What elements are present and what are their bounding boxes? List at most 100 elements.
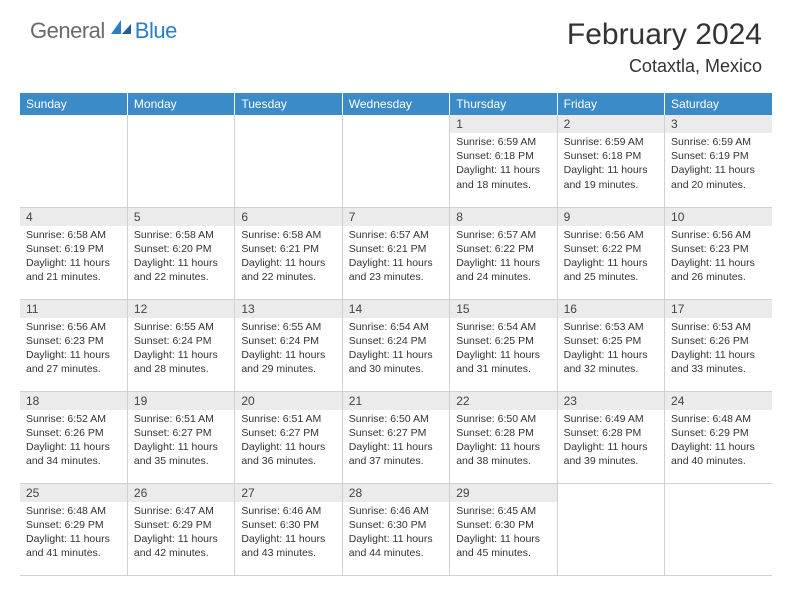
day-number: 16 — [558, 300, 664, 318]
calendar-day-cell: 1Sunrise: 6:59 AMSunset: 6:18 PMDaylight… — [450, 115, 557, 207]
weekday-header: Friday — [557, 93, 664, 115]
day-number: 8 — [450, 208, 556, 226]
calendar-day-cell: 23Sunrise: 6:49 AMSunset: 6:28 PMDayligh… — [557, 391, 664, 483]
daylight-text: Daylight: 11 hours and 20 minutes. — [671, 163, 766, 191]
day-number: 22 — [450, 392, 556, 410]
calendar-day-cell: 18Sunrise: 6:52 AMSunset: 6:26 PMDayligh… — [20, 391, 127, 483]
daylight-text: Daylight: 11 hours and 18 minutes. — [456, 163, 550, 191]
calendar-day-cell: 5Sunrise: 6:58 AMSunset: 6:20 PMDaylight… — [127, 207, 234, 299]
day-details: Sunrise: 6:49 AMSunset: 6:28 PMDaylight:… — [558, 410, 664, 471]
sunrise-text: Sunrise: 6:56 AM — [671, 228, 766, 242]
daylight-text: Daylight: 11 hours and 26 minutes. — [671, 256, 766, 284]
sunrise-text: Sunrise: 6:59 AM — [671, 135, 766, 149]
brand-general: General — [30, 18, 105, 44]
day-details: Sunrise: 6:54 AMSunset: 6:25 PMDaylight:… — [450, 318, 556, 379]
daylight-text: Daylight: 11 hours and 36 minutes. — [241, 440, 335, 468]
day-details: Sunrise: 6:56 AMSunset: 6:23 PMDaylight:… — [665, 226, 772, 287]
sunset-text: Sunset: 6:28 PM — [564, 426, 658, 440]
weekday-header-row: Sunday Monday Tuesday Wednesday Thursday… — [20, 93, 772, 115]
sunrise-text: Sunrise: 6:50 AM — [456, 412, 550, 426]
calendar-day-cell: 2Sunrise: 6:59 AMSunset: 6:18 PMDaylight… — [557, 115, 664, 207]
location-label: Cotaxtla, Mexico — [567, 56, 762, 77]
calendar-day-cell: 10Sunrise: 6:56 AMSunset: 6:23 PMDayligh… — [665, 207, 772, 299]
calendar-day-cell: 14Sunrise: 6:54 AMSunset: 6:24 PMDayligh… — [342, 299, 449, 391]
day-number: 14 — [343, 300, 449, 318]
day-details: Sunrise: 6:53 AMSunset: 6:26 PMDaylight:… — [665, 318, 772, 379]
calendar-day-cell: 27Sunrise: 6:46 AMSunset: 6:30 PMDayligh… — [235, 483, 342, 575]
day-details: Sunrise: 6:59 AMSunset: 6:19 PMDaylight:… — [665, 133, 772, 194]
day-details: Sunrise: 6:48 AMSunset: 6:29 PMDaylight:… — [20, 502, 127, 563]
day-details: Sunrise: 6:59 AMSunset: 6:18 PMDaylight:… — [558, 133, 664, 194]
calendar-day-cell: 29Sunrise: 6:45 AMSunset: 6:30 PMDayligh… — [450, 483, 557, 575]
day-details: Sunrise: 6:51 AMSunset: 6:27 PMDaylight:… — [235, 410, 341, 471]
sunset-text: Sunset: 6:23 PM — [671, 242, 766, 256]
sunset-text: Sunset: 6:18 PM — [456, 149, 550, 163]
sunrise-text: Sunrise: 6:51 AM — [134, 412, 228, 426]
weekday-header: Sunday — [20, 93, 127, 115]
day-number: 10 — [665, 208, 772, 226]
sunrise-text: Sunrise: 6:57 AM — [349, 228, 443, 242]
day-number: 2 — [558, 115, 664, 133]
calendar-day-cell — [127, 115, 234, 207]
day-details: Sunrise: 6:47 AMSunset: 6:29 PMDaylight:… — [128, 502, 234, 563]
sunset-text: Sunset: 6:29 PM — [134, 518, 228, 532]
daylight-text: Daylight: 11 hours and 38 minutes. — [456, 440, 550, 468]
calendar-day-cell: 8Sunrise: 6:57 AMSunset: 6:22 PMDaylight… — [450, 207, 557, 299]
calendar-day-cell: 15Sunrise: 6:54 AMSunset: 6:25 PMDayligh… — [450, 299, 557, 391]
daylight-text: Daylight: 11 hours and 21 minutes. — [26, 256, 121, 284]
sunset-text: Sunset: 6:24 PM — [349, 334, 443, 348]
sunrise-text: Sunrise: 6:56 AM — [564, 228, 658, 242]
sunset-text: Sunset: 6:21 PM — [241, 242, 335, 256]
daylight-text: Daylight: 11 hours and 45 minutes. — [456, 532, 550, 560]
calendar-day-cell: 28Sunrise: 6:46 AMSunset: 6:30 PMDayligh… — [342, 483, 449, 575]
sunset-text: Sunset: 6:25 PM — [456, 334, 550, 348]
weekday-header: Thursday — [450, 93, 557, 115]
daylight-text: Daylight: 11 hours and 25 minutes. — [564, 256, 658, 284]
daylight-text: Daylight: 11 hours and 28 minutes. — [134, 348, 228, 376]
sunset-text: Sunset: 6:22 PM — [564, 242, 658, 256]
day-number: 15 — [450, 300, 556, 318]
day-number: 11 — [20, 300, 127, 318]
day-number: 19 — [128, 392, 234, 410]
calendar-day-cell: 4Sunrise: 6:58 AMSunset: 6:19 PMDaylight… — [20, 207, 127, 299]
sunrise-text: Sunrise: 6:48 AM — [671, 412, 766, 426]
weekday-header: Wednesday — [342, 93, 449, 115]
day-number: 5 — [128, 208, 234, 226]
sunrise-text: Sunrise: 6:58 AM — [241, 228, 335, 242]
day-details: Sunrise: 6:51 AMSunset: 6:27 PMDaylight:… — [128, 410, 234, 471]
sunrise-text: Sunrise: 6:49 AM — [564, 412, 658, 426]
sunset-text: Sunset: 6:21 PM — [349, 242, 443, 256]
day-number: 25 — [20, 484, 127, 502]
sunset-text: Sunset: 6:26 PM — [26, 426, 121, 440]
sunrise-text: Sunrise: 6:46 AM — [349, 504, 443, 518]
day-details: Sunrise: 6:58 AMSunset: 6:20 PMDaylight:… — [128, 226, 234, 287]
sunset-text: Sunset: 6:20 PM — [134, 242, 228, 256]
daylight-text: Daylight: 11 hours and 37 minutes. — [349, 440, 443, 468]
weekday-header: Tuesday — [235, 93, 342, 115]
day-number: 20 — [235, 392, 341, 410]
sunset-text: Sunset: 6:30 PM — [349, 518, 443, 532]
calendar-day-cell: 7Sunrise: 6:57 AMSunset: 6:21 PMDaylight… — [342, 207, 449, 299]
day-number: 1 — [450, 115, 556, 133]
day-details: Sunrise: 6:50 AMSunset: 6:27 PMDaylight:… — [343, 410, 449, 471]
sunset-text: Sunset: 6:24 PM — [134, 334, 228, 348]
daylight-text: Daylight: 11 hours and 43 minutes. — [241, 532, 335, 560]
calendar-day-cell: 9 Sunrise: 6:56 AMSunset: 6:22 PMDaylight… — [557, 207, 664, 299]
day-number: 9 — [558, 208, 664, 226]
sunset-text: Sunset: 6:27 PM — [134, 426, 228, 440]
sunset-text: Sunset: 6:30 PM — [456, 518, 550, 532]
day-number: 24 — [665, 392, 772, 410]
daylight-text: Daylight: 11 hours and 44 minutes. — [349, 532, 443, 560]
sunrise-text: Sunrise: 6:50 AM — [349, 412, 443, 426]
sunrise-text: Sunrise: 6:57 AM — [456, 228, 550, 242]
daylight-text: Daylight: 11 hours and 23 minutes. — [349, 256, 443, 284]
daylight-text: Daylight: 11 hours and 31 minutes. — [456, 348, 550, 376]
sunset-text: Sunset: 6:30 PM — [241, 518, 335, 532]
day-details: Sunrise: 6:58 AMSunset: 6:21 PMDaylight:… — [235, 226, 341, 287]
brand-sail-icon — [109, 18, 133, 36]
month-title: February 2024 — [567, 18, 762, 52]
brand-blue: Blue — [135, 18, 177, 44]
sunrise-text: Sunrise: 6:54 AM — [456, 320, 550, 334]
day-number: 29 — [450, 484, 556, 502]
calendar-day-cell — [235, 115, 342, 207]
